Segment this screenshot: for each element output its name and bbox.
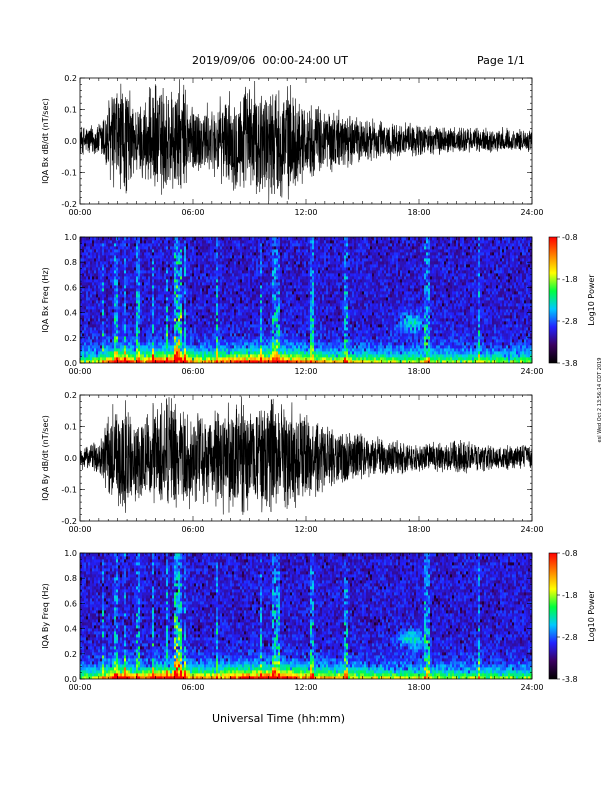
- x-tick-label: 24:00: [520, 208, 543, 217]
- x-tick-label: 12:00: [294, 367, 317, 376]
- y-axis-label: IQA Bx Freq (Hz): [41, 267, 50, 333]
- y-tick-label: -0.1: [61, 169, 77, 178]
- x-tick-label: 24:00: [520, 683, 543, 692]
- y-tick-label: 1.0: [64, 233, 77, 242]
- colorbar-label: Log10 Power: [587, 590, 596, 642]
- y-tick-label: 0.4: [64, 309, 77, 318]
- colorbar-tick-label: -1.8: [562, 275, 578, 284]
- y-tick-label: 0.6: [64, 599, 77, 608]
- y-tick-label: 0.2: [64, 391, 77, 400]
- bx-time-series-trace: [80, 79, 532, 202]
- y-tick-label: 0.0: [64, 675, 77, 684]
- y-tick-label: 0.2: [64, 334, 77, 343]
- y-tick-label: 0.8: [64, 574, 77, 583]
- x-tick-label: 12:00: [294, 683, 317, 692]
- x-tick-label: 18:00: [407, 208, 430, 217]
- x-tick-label: 00:00: [68, 208, 91, 217]
- y-tick-label: 0.1: [64, 106, 77, 115]
- y-tick-label: 0.8: [64, 258, 77, 267]
- y-axis-label: IQA Bx dB/dt (nT/sec): [41, 98, 50, 184]
- y-tick-label: 1.0: [64, 549, 77, 558]
- x-tick-label: 24:00: [520, 367, 543, 376]
- y-axis-label: IQA By dB/dt (nT/sec): [41, 415, 50, 501]
- by-time-series-panel: 00:00 06:00 12:00 18:00 24:00 -0.2 -0.1 0.0 0.1 0…: [41, 391, 544, 534]
- colorbar-tick-label: -3.8: [562, 675, 578, 684]
- y-tick-label: 0.0: [64, 454, 77, 463]
- y-tick-label: 0.1: [64, 423, 77, 432]
- x-tick-label: 24:00: [520, 525, 543, 534]
- by-spectrogram-colorbar: [548, 552, 558, 680]
- x-axis-title: Universal Time (hh:mm): [212, 712, 345, 725]
- y-tick-label: 0.6: [64, 283, 77, 292]
- x-tick-label: 00:00: [68, 525, 91, 534]
- colorbar-tick-label: -1.8: [562, 591, 578, 600]
- page-number: Page 1/1: [477, 54, 525, 67]
- x-tick-label: 18:00: [407, 367, 430, 376]
- x-tick-label: 06:00: [181, 367, 204, 376]
- x-tick-label: 18:00: [407, 683, 430, 692]
- colorbar-tick-label: -0.8: [562, 549, 578, 558]
- colorbar-tick-label: -0.8: [562, 233, 578, 242]
- y-tick-label: 0.2: [64, 74, 77, 83]
- bx-time-series-panel: 00:00 06:00 12:00 18:00 24:00 -0.2 -0.1 0.0 0.1 0…: [41, 74, 544, 217]
- x-tick-label: 06:00: [181, 208, 204, 217]
- x-tick-label: 12:00: [294, 525, 317, 534]
- y-tick-label: -0.1: [61, 486, 77, 495]
- bx-spectrogram-panel: -0.8 -1.8 -2.8 -3.8 Log10 Power 00:00 06:00 12:…: [41, 233, 596, 376]
- colorbar-tick-label: -3.8: [562, 359, 578, 368]
- page-title: 2019/09/06 00:00-24:00 UT: [192, 54, 349, 67]
- colorbar-tick-label: -2.8: [562, 317, 578, 326]
- x-tick-label: 06:00: [181, 525, 204, 534]
- colorbar-tick-label: -2.8: [562, 633, 578, 642]
- by-spectrogram-panel: -0.8 -1.8 -2.8 -3.8 Log10 Power 00:00 06:00 12:…: [41, 549, 596, 692]
- x-tick-label: 00:00: [68, 683, 91, 692]
- bx-spectrogram-colorbar: [548, 236, 558, 364]
- y-tick-label: 0.0: [64, 137, 77, 146]
- colorbar-label: Log10 Power: [587, 274, 596, 326]
- y-tick-label: -0.2: [61, 517, 77, 526]
- by-time-series-trace: [80, 396, 532, 515]
- y-tick-label: 0.2: [64, 650, 77, 659]
- x-tick-label: 06:00: [181, 683, 204, 692]
- x-tick-label: 12:00: [294, 208, 317, 217]
- y-tick-label: -0.2: [61, 200, 77, 209]
- y-tick-label: 0.0: [64, 359, 77, 368]
- x-tick-label: 18:00: [407, 525, 430, 534]
- y-tick-label: 0.4: [64, 625, 77, 634]
- by-spectrogram-cells: [80, 553, 532, 679]
- y-axis-label: IQA By Freq (Hz): [41, 583, 50, 649]
- bx-spectrogram-cells: [80, 237, 532, 363]
- x-tick-label: 00:00: [68, 367, 91, 376]
